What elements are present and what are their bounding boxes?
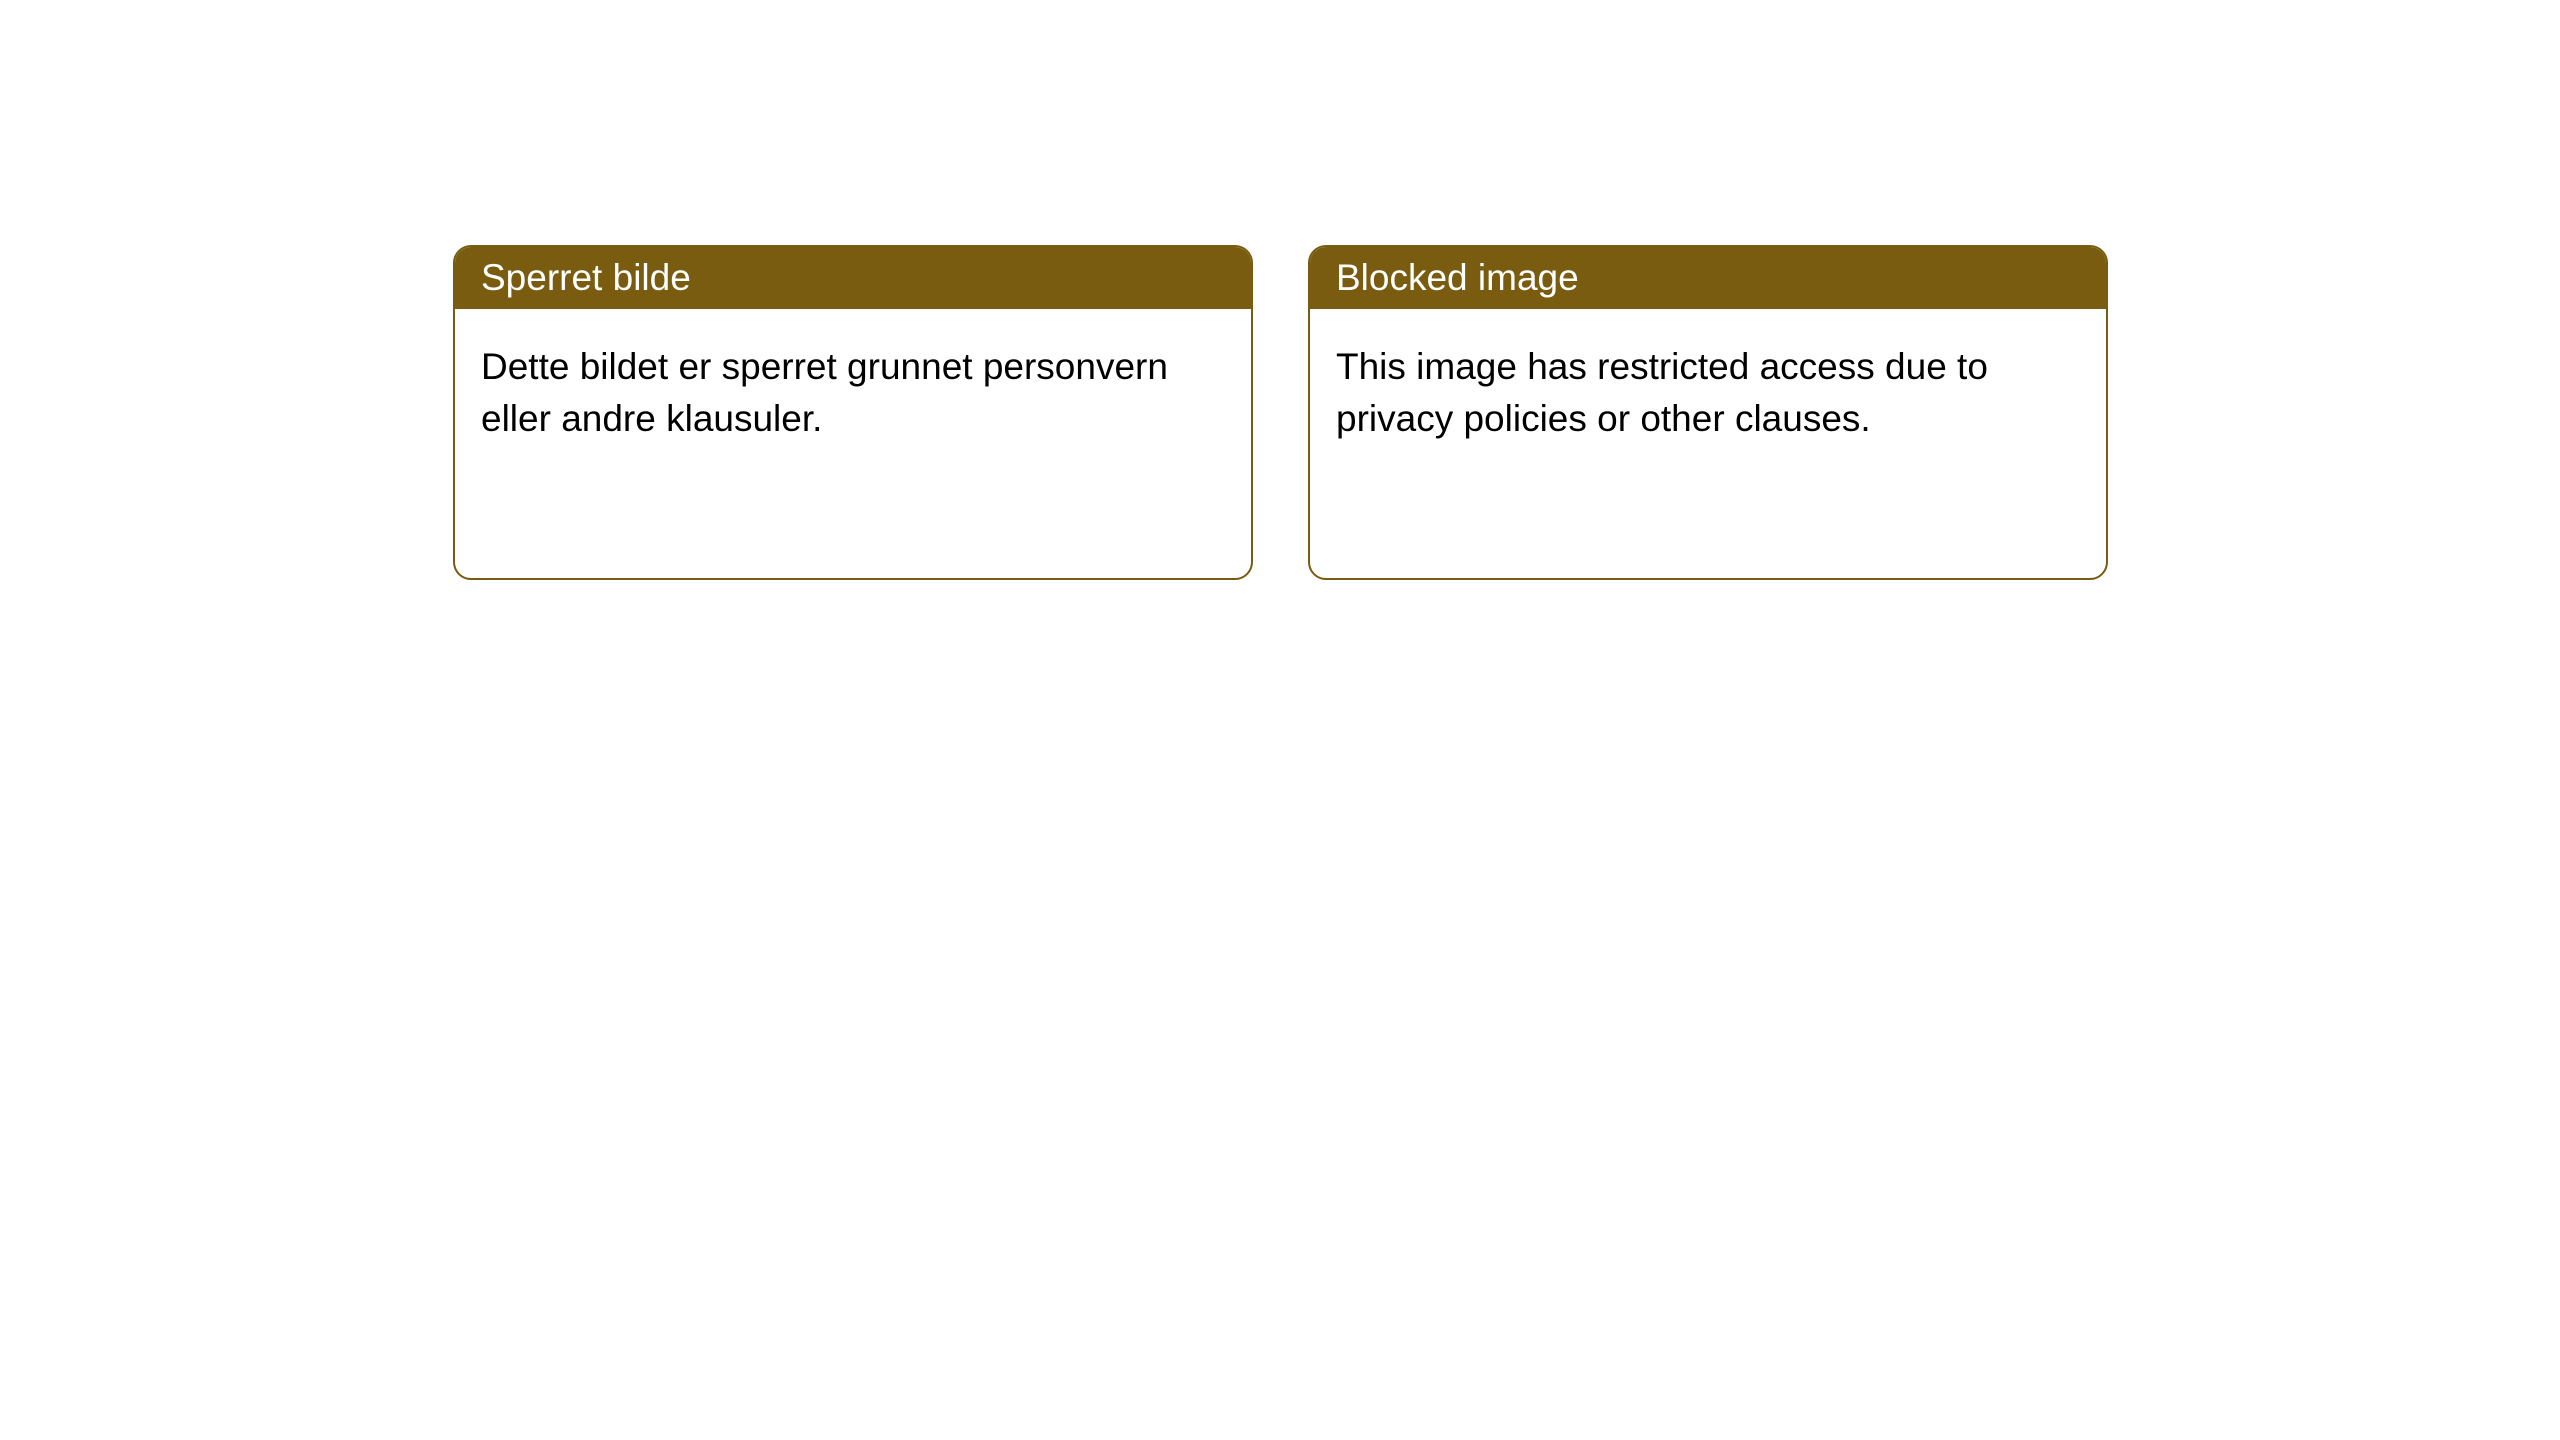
cards-container: Sperret bilde Dette bildet er sperret gr… <box>0 0 2560 580</box>
card-header-no: Sperret bilde <box>455 247 1251 309</box>
card-body-no: Dette bildet er sperret grunnet personve… <box>455 309 1251 477</box>
card-body-en: This image has restricted access due to … <box>1310 309 2106 477</box>
blocked-image-card-en: Blocked image This image has restricted … <box>1308 245 2108 580</box>
card-header-en: Blocked image <box>1310 247 2106 309</box>
blocked-image-card-no: Sperret bilde Dette bildet er sperret gr… <box>453 245 1253 580</box>
